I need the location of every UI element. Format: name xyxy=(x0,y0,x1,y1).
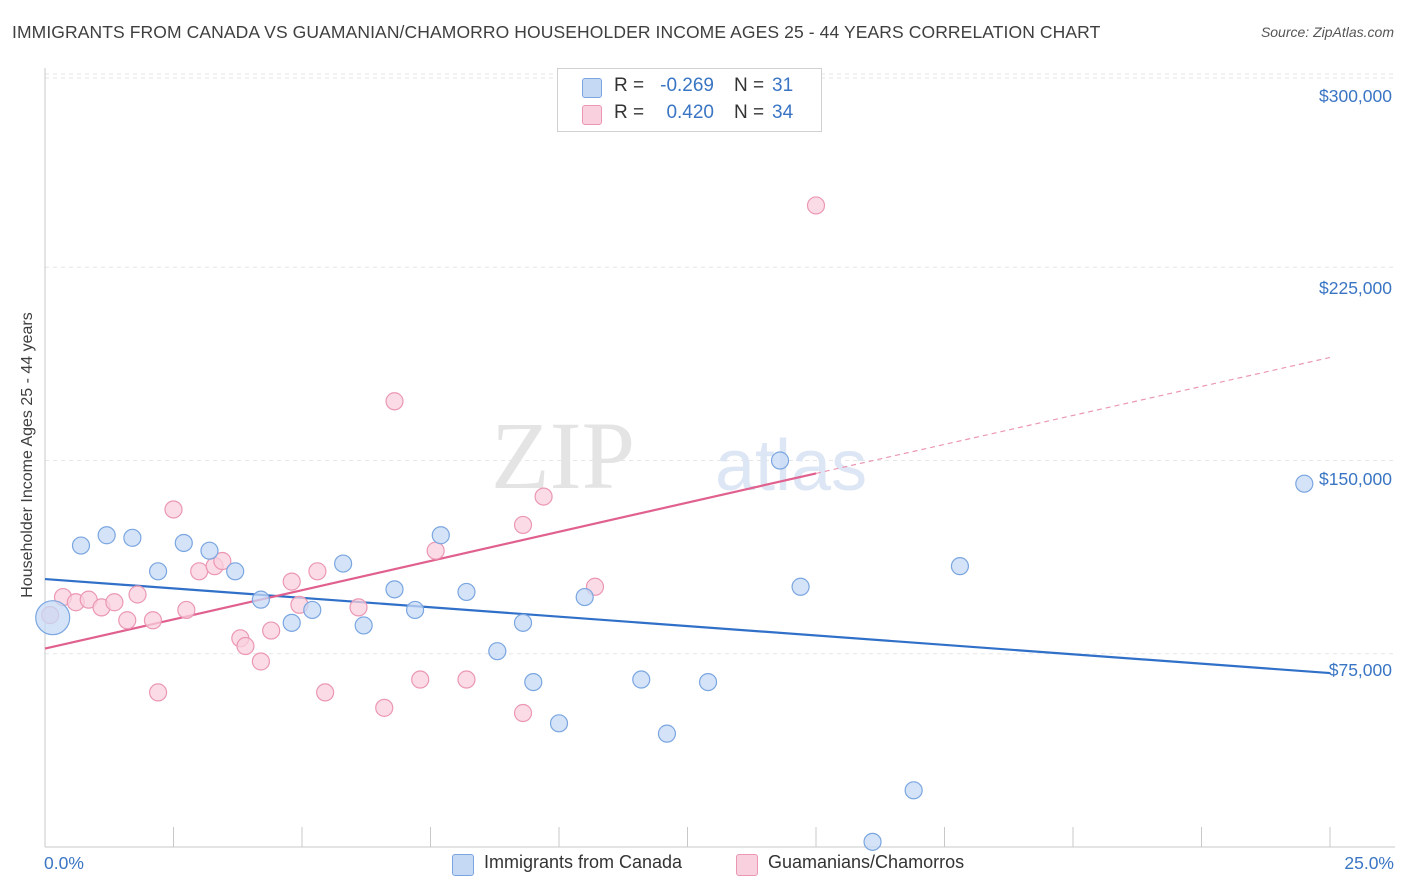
point-guamanian xyxy=(316,683,335,702)
point-canada xyxy=(549,714,569,733)
point-canada xyxy=(632,670,651,689)
point-canada xyxy=(303,600,322,620)
watermark-atlas: atlas xyxy=(715,426,867,506)
source-note: Source: ZipAtlas.com xyxy=(1260,24,1394,40)
point-canada xyxy=(770,451,790,470)
legend-swatch-blue xyxy=(582,78,602,98)
point-guamanian xyxy=(349,598,368,617)
point-canada xyxy=(282,613,301,632)
point-canada xyxy=(226,562,245,581)
point-canada xyxy=(354,616,373,635)
point-canada xyxy=(334,554,353,573)
point-canada xyxy=(575,587,594,607)
legend-r-value: 0.420 xyxy=(666,102,714,123)
point-guamanian xyxy=(128,585,147,604)
point-guamanian xyxy=(806,196,826,215)
y-axis-label: Householder Income Ages 25 - 44 years xyxy=(19,312,36,598)
point-guamanian xyxy=(177,600,196,620)
y-tick-75000: $75,000 xyxy=(1328,660,1392,680)
legend-r-value: -0.269 xyxy=(660,75,714,96)
data-points xyxy=(35,196,1314,851)
point-guamanian xyxy=(375,698,394,717)
trend-lines xyxy=(44,356,1331,675)
point-canada xyxy=(791,577,810,596)
point-guamanian xyxy=(411,670,430,689)
trend-line-guamanian xyxy=(44,472,817,650)
point-canada xyxy=(904,781,923,800)
point-canada xyxy=(457,582,476,602)
point-canada xyxy=(35,600,71,636)
legend-swatch-pink xyxy=(582,105,602,125)
point-canada xyxy=(524,673,543,692)
point-canada xyxy=(488,642,507,661)
point-canada xyxy=(148,562,168,581)
point-guamanian xyxy=(148,683,168,702)
point-canada xyxy=(174,533,193,553)
point-canada xyxy=(513,613,533,632)
point-guamanian xyxy=(143,611,163,630)
y-tick-300000: $300,000 xyxy=(1319,86,1392,106)
point-canada xyxy=(698,673,718,692)
point-canada xyxy=(123,528,142,547)
point-canada xyxy=(200,541,219,560)
point-canada xyxy=(97,526,116,545)
point-canada xyxy=(431,526,450,545)
watermark-zip: ZIP xyxy=(491,402,635,509)
x-tick-min: 0.0% xyxy=(44,853,84,873)
point-guamanian xyxy=(236,636,255,656)
y-tick-150000: $150,000 xyxy=(1319,469,1392,489)
point-canada xyxy=(950,557,970,576)
point-guamanian xyxy=(213,551,232,571)
legend-n-label: N = xyxy=(734,102,765,123)
point-guamanian xyxy=(164,500,183,519)
bottom-legend-label: Guamanians/Chamorros xyxy=(768,852,965,872)
correlation-legend: R = -0.269 N = 31 R = 0.420 N = 34 xyxy=(557,68,822,132)
point-guamanian xyxy=(457,670,476,689)
chart-title: IMMIGRANTS FROM CANADA VS GUAMANIAN/CHAM… xyxy=(12,22,1101,42)
point-canada xyxy=(1295,474,1314,493)
point-guamanian xyxy=(118,611,137,630)
point-guamanian xyxy=(308,562,327,581)
point-guamanian xyxy=(190,562,209,581)
point-guamanian xyxy=(282,572,301,591)
trend-line-canada xyxy=(44,577,1331,675)
grid-lines xyxy=(45,73,1395,655)
legend-n-label: N = xyxy=(734,75,765,96)
point-guamanian xyxy=(262,621,281,640)
legend-r-label: R = xyxy=(614,102,645,123)
point-canada xyxy=(251,590,270,609)
point-canada xyxy=(863,832,882,851)
point-canada xyxy=(385,580,404,599)
point-guamanian xyxy=(105,593,124,612)
x-tick-max: 25.0% xyxy=(1344,853,1394,873)
point-guamanian xyxy=(251,652,270,671)
point-guamanian xyxy=(385,392,404,411)
point-guamanian xyxy=(513,515,533,535)
legend-n-value: 31 xyxy=(772,75,794,96)
point-canada xyxy=(71,536,91,555)
axes xyxy=(44,68,1395,848)
legend-n-value: 34 xyxy=(772,102,794,123)
bottom-legend-swatch-blue xyxy=(452,854,474,876)
y-tick-225000: $225,000 xyxy=(1319,278,1392,298)
bottom-legend-label: Immigrants from Canada xyxy=(484,852,683,872)
point-canada xyxy=(657,724,677,743)
point-canada xyxy=(405,600,425,620)
point-guamanian xyxy=(426,541,445,560)
point-guamanian xyxy=(534,487,553,506)
bottom-legend-swatch-pink xyxy=(736,854,758,876)
legend-r-label: R = xyxy=(614,75,645,96)
point-guamanian xyxy=(513,703,533,723)
trend-line-guamanian-extension xyxy=(815,356,1331,474)
